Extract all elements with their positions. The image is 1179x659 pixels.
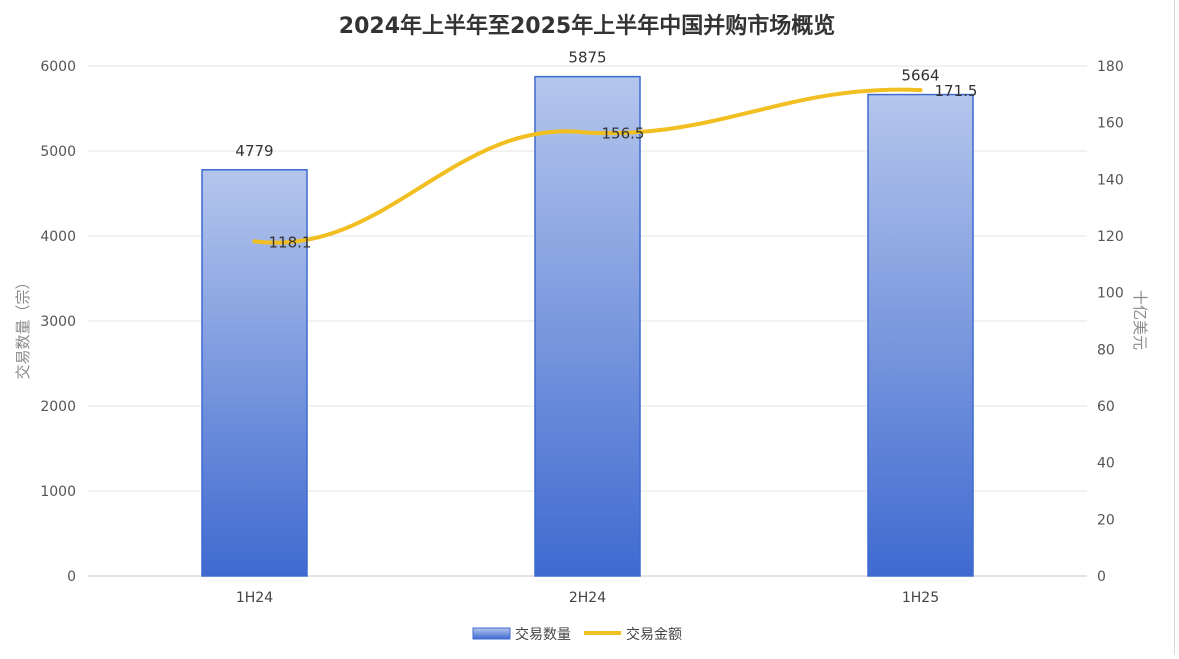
y2-tick-label: 120 [1097, 229, 1124, 245]
x-tick-label: 2H24 [569, 590, 606, 606]
line-point [252, 239, 257, 244]
bar-series: 4779 5875 5664 [201, 49, 974, 577]
y-tick-label: 1000 [40, 484, 76, 500]
x-tick-label: 1H24 [236, 590, 273, 606]
bar [201, 169, 308, 577]
y2-tick-label: 0 [1097, 569, 1106, 585]
legend: 交易数量 交易金额 [472, 626, 682, 643]
line-point [585, 130, 590, 135]
y2-tick-label: 40 [1097, 456, 1115, 472]
x-tick-label: 1H25 [902, 590, 939, 606]
left-axis-ticks: 0 1000 2000 3000 4000 5000 6000 [40, 59, 76, 585]
y2-tick-label: 100 [1097, 286, 1124, 302]
y2-tick-label: 20 [1097, 512, 1115, 528]
y-axis-label: 交易数量（宗） [14, 274, 32, 379]
line-data-label: 156.5 [602, 125, 645, 143]
y2-tick-label: 180 [1097, 59, 1124, 75]
page-edge-divider [1174, 0, 1175, 655]
x-axis-ticks: 1H24 2H24 1H25 [236, 590, 939, 606]
bar [867, 93, 974, 577]
line-data-label: 118.1 [269, 233, 312, 251]
y2-tick-label: 60 [1097, 399, 1115, 415]
bar-data-label: 5875 [568, 49, 606, 67]
y-tick-label: 5000 [40, 144, 76, 160]
right-axis-ticks: 0 20 40 60 80 100 120 140 160 180 [1097, 59, 1124, 585]
bar-data-label: 5664 [901, 67, 939, 85]
line-point [918, 88, 923, 93]
y-tick-label: 0 [67, 569, 76, 585]
legend-line-label: 交易金额 [626, 626, 682, 643]
y2-tick-label: 80 [1097, 342, 1115, 358]
y-tick-label: 2000 [40, 399, 76, 415]
bar-data-label: 4779 [235, 142, 273, 160]
y-tick-label: 4000 [40, 229, 76, 245]
line-data-label: 171.5 [935, 82, 978, 100]
y-tick-label: 3000 [40, 314, 76, 330]
legend-bar-label: 交易数量 [515, 626, 571, 643]
y-tick-label: 6000 [40, 59, 76, 75]
y2-tick-label: 160 [1097, 116, 1124, 132]
y2-axis-label: 十亿美元 [1131, 290, 1149, 350]
bar [534, 75, 641, 577]
legend-bar-swatch [472, 627, 511, 640]
line-series: 118.1 156.5 171.5 [252, 82, 978, 251]
y2-tick-label: 140 [1097, 172, 1124, 188]
chart-title: 2024年上半年至2025年上半年中国并购市场概览 [339, 13, 835, 39]
